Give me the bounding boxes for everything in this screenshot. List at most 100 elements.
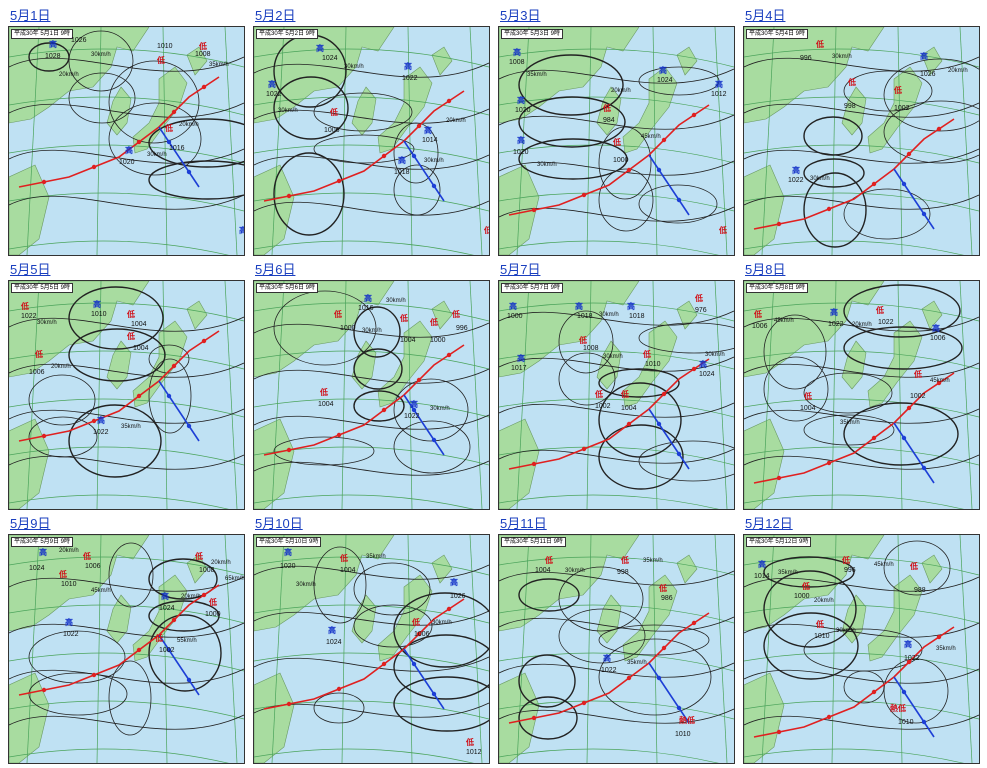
weather-map[interactable]: 平成30年 5月9日 9時高 1024 20km/h 低 1006 低 1010 45km/h… [8,534,245,764]
weather-map[interactable]: 平成30年 5月5日 9時低 1022 30km/h 高 1010 低 1004 低 1004 低… [8,280,245,510]
movement-speed: 20km/h [611,88,631,94]
isobar [9,56,244,72]
latitude-line [744,398,979,418]
cold-front [893,676,935,738]
longitude-line [897,27,903,255]
isobar [843,70,933,112]
front-symbol [656,167,662,173]
pressure-value: 1022 [402,75,418,82]
date-link[interactable]: 5月4日 [745,8,786,23]
date-link[interactable]: 5月2日 [255,8,296,23]
date-link[interactable]: 5月5日 [10,262,51,277]
weather-map[interactable]: 平成30年 5月4日 9時低 996 30km/h 高 1026 20km/h 低 998 低 1… [743,26,980,256]
isobar [499,616,734,632]
isobar [148,600,220,632]
isobar [393,592,489,668]
front-symbol [656,675,662,681]
isobar [499,206,734,222]
longitude-line [652,281,658,509]
date-link[interactable]: 5月10日 [255,516,303,531]
weather-map[interactable]: 平成30年 5月12日 9時高 1014 35km/h 低 996 45km/h 低 988 低… [743,534,980,764]
front-symbol [411,407,417,413]
isobar [254,154,489,170]
front-symbol [656,421,662,427]
high-pressure-label: 高 [830,308,838,317]
date-link[interactable]: 5月11日 [500,516,547,531]
weather-map[interactable]: 平成30年 5月1日 9時高 1028 1026 30km/h 20km/h 1010 低低… [8,26,245,256]
map-header: 平成30年 5月6日 9時 [256,283,319,293]
land-mass [921,46,943,76]
front-symbol [936,126,942,132]
date-link[interactable]: 5月6日 [255,262,296,277]
low-pressure-label: 低 [802,582,810,591]
isobar [393,378,469,442]
low-pressure-label: 低 [603,104,611,113]
date-link[interactable]: 5月7日 [500,262,541,277]
isobar [598,624,710,656]
pressure-value: 1008 [583,345,599,352]
map-header: 平成30年 5月2日 9時 [256,29,319,39]
pressure-value: 1000 [507,313,523,320]
front-symbol [581,446,587,452]
front-symbol [416,123,422,129]
isobar [518,696,578,740]
longitude-line [96,535,102,763]
front-symbol [286,447,292,453]
pressure-value: 1004 [621,405,637,412]
longitude-line [469,281,483,509]
latitude-line [499,48,734,68]
cold-front [648,408,690,470]
longitude-line [761,27,775,255]
map-header: 平成30年 5月10日 9時 [256,537,322,547]
pressure-value: 1002 [159,647,175,654]
pressure-value: 1022 [878,319,894,326]
map-canvas [744,27,979,255]
isobar [499,356,734,372]
longitude-line [586,535,592,763]
isobar [499,708,734,724]
front-symbol [906,151,912,157]
isobar [803,372,893,414]
isobar [254,200,489,216]
high-pressure-label: 高 [517,136,525,145]
longitude-line [407,535,413,763]
land-mass [867,574,923,662]
isobar [254,610,489,626]
weather-map[interactable]: 平成30年 5月11日 9時低 1004 30km/h 低 998 35km/h 低 986 高… [498,534,735,764]
isobar [68,286,164,350]
isobar [744,148,979,164]
front-symbol [776,729,782,735]
pressure-value: 1004 [131,321,147,328]
low-pressure-label: 低 [400,314,408,323]
low-pressure-label: 低 [695,294,703,303]
high-pressure-label: 高 [659,66,667,75]
date-link[interactable]: 5月9日 [10,516,51,531]
pressure-value: 1020 [280,563,296,570]
date-link[interactable]: 5月1日 [10,8,51,23]
front-symbol [936,380,942,386]
weather-map[interactable]: 平成30年 5月10日 9時高 1020 30km/h 低 1004 35km/h 高 102… [253,534,490,764]
weather-map[interactable]: 平成30年 5月2日 9時高 1024 30km/h 高 1022 高 1022 30km/h… [253,26,490,256]
weather-map-panel: 5月11日平成30年 5月11日 9時低 1004 30km/h 低 998 35km/h… [498,516,738,768]
pressure-value: 1024 [326,639,342,646]
front-symbol [136,647,142,653]
date-link[interactable]: 5月8日 [745,262,786,277]
isobar [843,670,885,704]
map-header: 平成30年 5月4日 9時 [746,29,809,39]
latitude-line [254,48,489,68]
weather-map[interactable]: 平成30年 5月3日 9時高 1008 35km/h 高 1020 低 984 20km/h 高… [498,26,735,256]
high-pressure-label: 高 [410,400,418,409]
movement-speed: 20km/h [51,364,71,370]
front-symbol [171,363,177,369]
weather-map[interactable]: 平成30年 5月8日 9時低 1006 45km/h 高 1022 20km/h 低 1022… [743,280,980,510]
weather-map[interactable]: 平成30年 5月7日 9時高 1000 高 1018 30km/h 高 1018 低 976 低 1… [498,280,735,510]
isobar [843,284,961,338]
date-link[interactable]: 5月12日 [745,516,793,531]
movement-speed: 20km/h [814,598,834,604]
longitude-line [162,535,168,763]
isobar [148,358,192,434]
weather-map[interactable]: 平成30年 5月6日 9時高 1016 30km/h 低 1000 30km/h 低 1004… [253,280,490,510]
high-pressure-label: 高 [904,640,912,649]
date-link[interactable]: 5月3日 [500,8,541,23]
pressure-value: 1006 [324,127,340,134]
